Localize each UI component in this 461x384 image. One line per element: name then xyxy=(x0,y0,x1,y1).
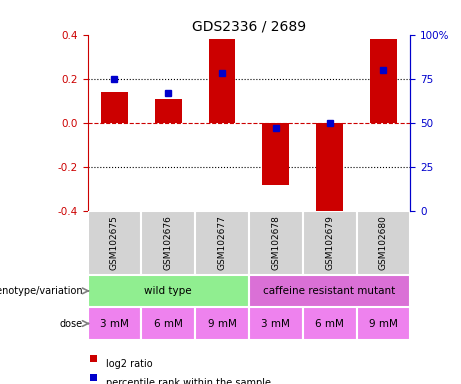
Text: percentile rank within the sample: percentile rank within the sample xyxy=(106,378,271,384)
Text: dose: dose xyxy=(60,318,83,329)
Bar xyxy=(303,211,356,275)
Bar xyxy=(142,307,195,340)
Text: 9 mM: 9 mM xyxy=(369,318,398,329)
Bar xyxy=(249,307,303,340)
Text: 6 mM: 6 mM xyxy=(315,318,344,329)
Text: GSM102678: GSM102678 xyxy=(272,215,280,270)
Bar xyxy=(90,374,97,381)
Bar xyxy=(370,39,397,123)
Text: 6 mM: 6 mM xyxy=(154,318,183,329)
Bar xyxy=(249,211,303,275)
Text: GSM102677: GSM102677 xyxy=(218,215,226,270)
Bar xyxy=(316,123,343,214)
Title: GDS2336 / 2689: GDS2336 / 2689 xyxy=(192,20,306,33)
Bar xyxy=(195,211,249,275)
Text: GSM102680: GSM102680 xyxy=(379,215,388,270)
Bar xyxy=(356,307,410,340)
Bar xyxy=(208,39,236,123)
Text: 3 mM: 3 mM xyxy=(100,318,129,329)
Bar xyxy=(88,211,142,275)
Bar xyxy=(262,123,290,185)
Text: caffeine resistant mutant: caffeine resistant mutant xyxy=(264,286,396,296)
Bar xyxy=(101,92,128,123)
Text: GSM102675: GSM102675 xyxy=(110,215,119,270)
Bar xyxy=(303,307,356,340)
Bar xyxy=(356,211,410,275)
Bar xyxy=(195,307,249,340)
Text: wild type: wild type xyxy=(144,286,192,296)
Text: 3 mM: 3 mM xyxy=(261,318,290,329)
Bar xyxy=(88,307,142,340)
Text: GSM102676: GSM102676 xyxy=(164,215,173,270)
Bar xyxy=(155,99,182,123)
Bar xyxy=(249,275,410,307)
Text: GSM102679: GSM102679 xyxy=(325,215,334,270)
Text: log2 ratio: log2 ratio xyxy=(106,359,153,369)
Bar xyxy=(90,355,97,362)
Text: genotype/variation: genotype/variation xyxy=(0,286,83,296)
Text: 9 mM: 9 mM xyxy=(207,318,236,329)
Bar xyxy=(88,275,249,307)
Bar xyxy=(142,211,195,275)
